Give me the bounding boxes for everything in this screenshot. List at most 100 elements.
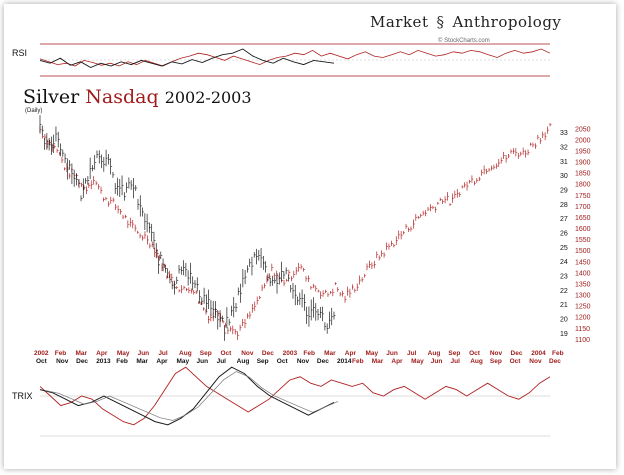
nasdaq-tick-label: 1100 xyxy=(575,337,590,344)
chart-canvas: 19 20 21 22 23 24 25 26 27 28 29 30 31 32 33 1100 1150 12… xyxy=(4,4,616,469)
silver-tick-label: 30 xyxy=(560,173,568,180)
nasdaq-tick-label: 1150 xyxy=(575,326,590,333)
silver-month-label: Sep xyxy=(257,358,269,365)
nasdaq-month-label: Mar xyxy=(324,350,336,357)
silver-tick-label: 33 xyxy=(560,130,568,137)
silver-month-label: Nov xyxy=(297,358,310,365)
nasdaq-month-label: Aug xyxy=(179,350,192,357)
silver-tick-label: 29 xyxy=(560,188,568,195)
nasdaq-month-label: Jul xyxy=(407,350,417,357)
nasdaq-tick-label: 1750 xyxy=(575,193,591,200)
nasdaq-month-label-lower: Mar xyxy=(372,358,384,365)
nasdaq-month-label: May xyxy=(117,350,130,357)
nasdaq-month-label: Jul xyxy=(158,350,168,357)
silver-month-label: Jul xyxy=(217,358,227,365)
silver-month-label: Nov xyxy=(56,358,69,365)
nasdaq-tick-label: 1850 xyxy=(575,171,591,178)
nasdaq-tick-label: 1800 xyxy=(575,182,591,189)
title-years: 2002-2003 xyxy=(165,88,252,107)
nasdaq-month-label: Sep xyxy=(448,350,460,357)
silver-tick-label: 28 xyxy=(560,202,568,209)
nasdaq-month-label-lower: Feb xyxy=(352,358,364,365)
nasdaq-month-label: Apr xyxy=(96,350,108,357)
silver-tick-label: 31 xyxy=(560,159,568,166)
nasdaq-month-label: 2002 xyxy=(34,350,49,357)
nasdaq-tick-label: 2050 xyxy=(575,126,591,133)
silver-month-label: 2013 xyxy=(96,358,111,365)
nasdaq-month-label: Sep xyxy=(200,350,212,357)
nasdaq-month-label: Aug xyxy=(428,350,441,357)
silver-month-label: Oct xyxy=(36,358,48,365)
title-silver: Silver xyxy=(23,86,79,108)
title-nasdaq: Nasdaq xyxy=(85,86,158,108)
brand-logo: Market § Anthropology xyxy=(370,13,561,31)
silver-tick-label: 32 xyxy=(560,145,568,152)
silver-month-label: Mar xyxy=(136,358,148,365)
silver-month-label: 2014 xyxy=(337,358,352,365)
silver-tick-label: 26 xyxy=(560,231,568,238)
nasdaq-month-label: Dec xyxy=(511,350,523,357)
nasdaq-tick-label: 1400 xyxy=(575,270,591,277)
nasdaq-month-label: Feb xyxy=(55,350,67,357)
nasdaq-month-label: Jun xyxy=(138,350,150,357)
nasdaq-month-label-lower: Aug xyxy=(470,358,483,365)
nasdaq-tick-label: 1600 xyxy=(575,226,591,233)
nasdaq-month-label: Nov xyxy=(241,350,254,357)
silver-month-label: Dec xyxy=(317,358,329,365)
nasdaq-tick-label: 1550 xyxy=(575,237,591,244)
chart-title: Silver Nasdaq 2002-2003 xyxy=(23,86,252,108)
silver-month-label: Jun xyxy=(197,358,209,365)
rsi-label: RSI xyxy=(12,48,27,58)
nasdaq-month-label: Oct xyxy=(469,350,481,357)
nasdaq-month-label-lower: Jun xyxy=(431,358,443,365)
nasdaq-month-label: Mar xyxy=(75,350,87,357)
chart-subtitle: (Daily) xyxy=(25,108,42,114)
silver-tick-label: 21 xyxy=(560,302,568,309)
ampersand-s-icon: § xyxy=(434,13,446,31)
silver-month-label: Apr xyxy=(156,358,168,365)
brand-right: Anthropology xyxy=(452,13,561,31)
silver-tick-label: 20 xyxy=(560,317,568,324)
nasdaq-month-label-lower: Nov xyxy=(529,358,542,365)
nasdaq-month-label-lower: Apr xyxy=(391,358,403,365)
nasdaq-month-label: 2004 xyxy=(531,350,546,357)
nasdaq-month-label-lower: Sep xyxy=(490,358,502,365)
silver-month-label: Oct xyxy=(277,358,289,365)
rsi-black-series xyxy=(40,49,334,68)
nasdaq-month-label-lower: Jul xyxy=(451,358,461,365)
nasdaq-month-label-lower: May xyxy=(411,358,424,365)
trix-label: TRIX xyxy=(12,391,33,401)
nasdaq-tick-label: 1200 xyxy=(575,315,591,322)
source-credit: © StockCharts.com xyxy=(438,38,490,44)
nasdaq-tick-label: 2000 xyxy=(575,137,591,144)
nasdaq-tick-label: 1700 xyxy=(575,204,591,211)
silver-month-label: Dec xyxy=(76,358,88,365)
silver-month-label: May xyxy=(176,358,189,365)
nasdaq-tick-label: 1350 xyxy=(575,281,591,288)
nasdaq-month-label: May xyxy=(366,350,379,357)
nasdaq-month-label: Jun xyxy=(386,350,398,357)
nasdaq-month-label: Nov xyxy=(490,350,503,357)
silver-tick-label: 22 xyxy=(560,288,568,295)
silver-tick-label: 25 xyxy=(560,245,568,252)
nasdaq-tick-label: 1500 xyxy=(575,248,591,255)
silver-tick-label: 27 xyxy=(560,216,568,223)
nasdaq-tick-label: 1300 xyxy=(575,293,591,300)
silver-tick-label: 19 xyxy=(560,331,568,338)
nasdaq-tick-label: 1250 xyxy=(575,304,591,311)
nasdaq-month-label-lower: Dec xyxy=(549,358,561,365)
nasdaq-month-label: Dec xyxy=(262,350,274,357)
nasdaq-month-label: Oct xyxy=(220,350,232,357)
nasdaq-month-label: 2003 xyxy=(283,350,298,357)
nasdaq-tick-label: 1450 xyxy=(575,259,591,266)
nasdaq-month-label: Feb xyxy=(303,350,315,357)
nasdaq-month-label: Feb xyxy=(552,350,564,357)
nasdaq-tick-label: 1900 xyxy=(575,160,591,167)
brand-left: Market xyxy=(370,13,428,31)
nasdaq-month-label-lower: Oct xyxy=(510,358,522,365)
nasdaq-month-label: Apr xyxy=(345,350,357,357)
silver-month-label: Feb xyxy=(116,358,128,365)
chart-frame: 19 20 21 22 23 24 25 26 27 28 29 30 31 32 33 1100 1150 12… xyxy=(4,4,616,469)
silver-tick-label: 23 xyxy=(560,274,568,281)
silver-tick-label: 24 xyxy=(560,259,568,266)
